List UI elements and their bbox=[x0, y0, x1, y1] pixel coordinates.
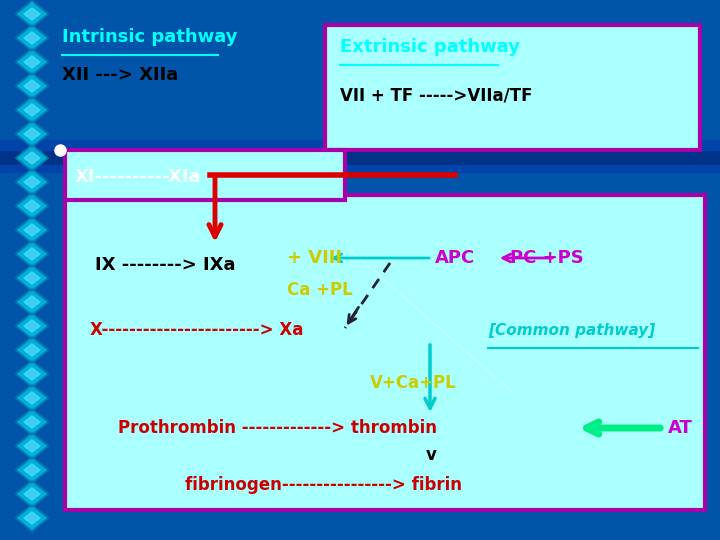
Text: v: v bbox=[426, 446, 437, 464]
Text: AT: AT bbox=[668, 419, 693, 437]
Polygon shape bbox=[24, 224, 40, 236]
Text: V+Ca+PL: V+Ca+PL bbox=[370, 374, 456, 392]
Polygon shape bbox=[24, 344, 40, 356]
Text: VII + TF ----->VIIa/TF: VII + TF ----->VIIa/TF bbox=[340, 86, 533, 104]
Bar bbox=[65, 150, 345, 200]
Polygon shape bbox=[24, 512, 40, 524]
Polygon shape bbox=[24, 32, 40, 44]
Polygon shape bbox=[16, 49, 48, 75]
Polygon shape bbox=[16, 25, 48, 51]
Text: PC +PS: PC +PS bbox=[510, 249, 584, 267]
Bar bbox=[65, 195, 705, 510]
Polygon shape bbox=[24, 104, 40, 116]
Polygon shape bbox=[16, 121, 48, 147]
Polygon shape bbox=[16, 289, 48, 315]
Text: Prothrombin -------------> thrombin: Prothrombin -------------> thrombin bbox=[118, 419, 437, 437]
Text: XI----------XIa: XI----------XIa bbox=[75, 168, 202, 186]
Polygon shape bbox=[16, 73, 48, 99]
Polygon shape bbox=[16, 97, 48, 123]
Polygon shape bbox=[24, 392, 40, 404]
Polygon shape bbox=[16, 241, 48, 267]
Polygon shape bbox=[16, 169, 48, 195]
Text: + VIII: + VIII bbox=[287, 249, 342, 267]
Text: XII ---> XIIa: XII ---> XIIa bbox=[62, 66, 179, 84]
Polygon shape bbox=[24, 176, 40, 188]
Polygon shape bbox=[24, 368, 40, 380]
Polygon shape bbox=[0, 148, 720, 168]
Polygon shape bbox=[16, 265, 48, 291]
Polygon shape bbox=[24, 128, 40, 140]
Text: X-----------------------> Xa: X-----------------------> Xa bbox=[90, 321, 303, 339]
Bar bbox=[325, 25, 700, 150]
Text: fibrinogen----------------> fibrin: fibrinogen----------------> fibrin bbox=[185, 476, 462, 494]
Polygon shape bbox=[24, 248, 40, 260]
Polygon shape bbox=[16, 145, 48, 171]
Text: IX --------> IXa: IX --------> IXa bbox=[95, 256, 235, 274]
Polygon shape bbox=[24, 488, 40, 500]
Polygon shape bbox=[24, 440, 40, 452]
Polygon shape bbox=[16, 1, 48, 27]
Polygon shape bbox=[16, 361, 48, 387]
Polygon shape bbox=[24, 416, 40, 428]
Polygon shape bbox=[24, 152, 40, 164]
Text: Intrinsic pathway: Intrinsic pathway bbox=[62, 28, 238, 46]
Text: [Common pathway]: [Common pathway] bbox=[488, 323, 655, 338]
Polygon shape bbox=[16, 217, 48, 243]
Polygon shape bbox=[24, 200, 40, 212]
Polygon shape bbox=[24, 464, 40, 476]
Polygon shape bbox=[24, 272, 40, 284]
Polygon shape bbox=[0, 140, 720, 150]
Text: Extrinsic pathway: Extrinsic pathway bbox=[340, 38, 520, 56]
Polygon shape bbox=[16, 481, 48, 507]
Polygon shape bbox=[16, 385, 48, 411]
Polygon shape bbox=[24, 56, 40, 68]
Polygon shape bbox=[24, 80, 40, 92]
Polygon shape bbox=[0, 165, 720, 172]
Polygon shape bbox=[24, 320, 40, 332]
Text: Ca +PL: Ca +PL bbox=[287, 281, 353, 299]
Polygon shape bbox=[24, 296, 40, 308]
Text: APC: APC bbox=[435, 249, 475, 267]
Polygon shape bbox=[16, 193, 48, 219]
Polygon shape bbox=[16, 409, 48, 435]
Polygon shape bbox=[16, 505, 48, 531]
Polygon shape bbox=[24, 8, 40, 20]
Polygon shape bbox=[16, 337, 48, 363]
Polygon shape bbox=[16, 433, 48, 459]
Polygon shape bbox=[16, 313, 48, 339]
Polygon shape bbox=[16, 457, 48, 483]
